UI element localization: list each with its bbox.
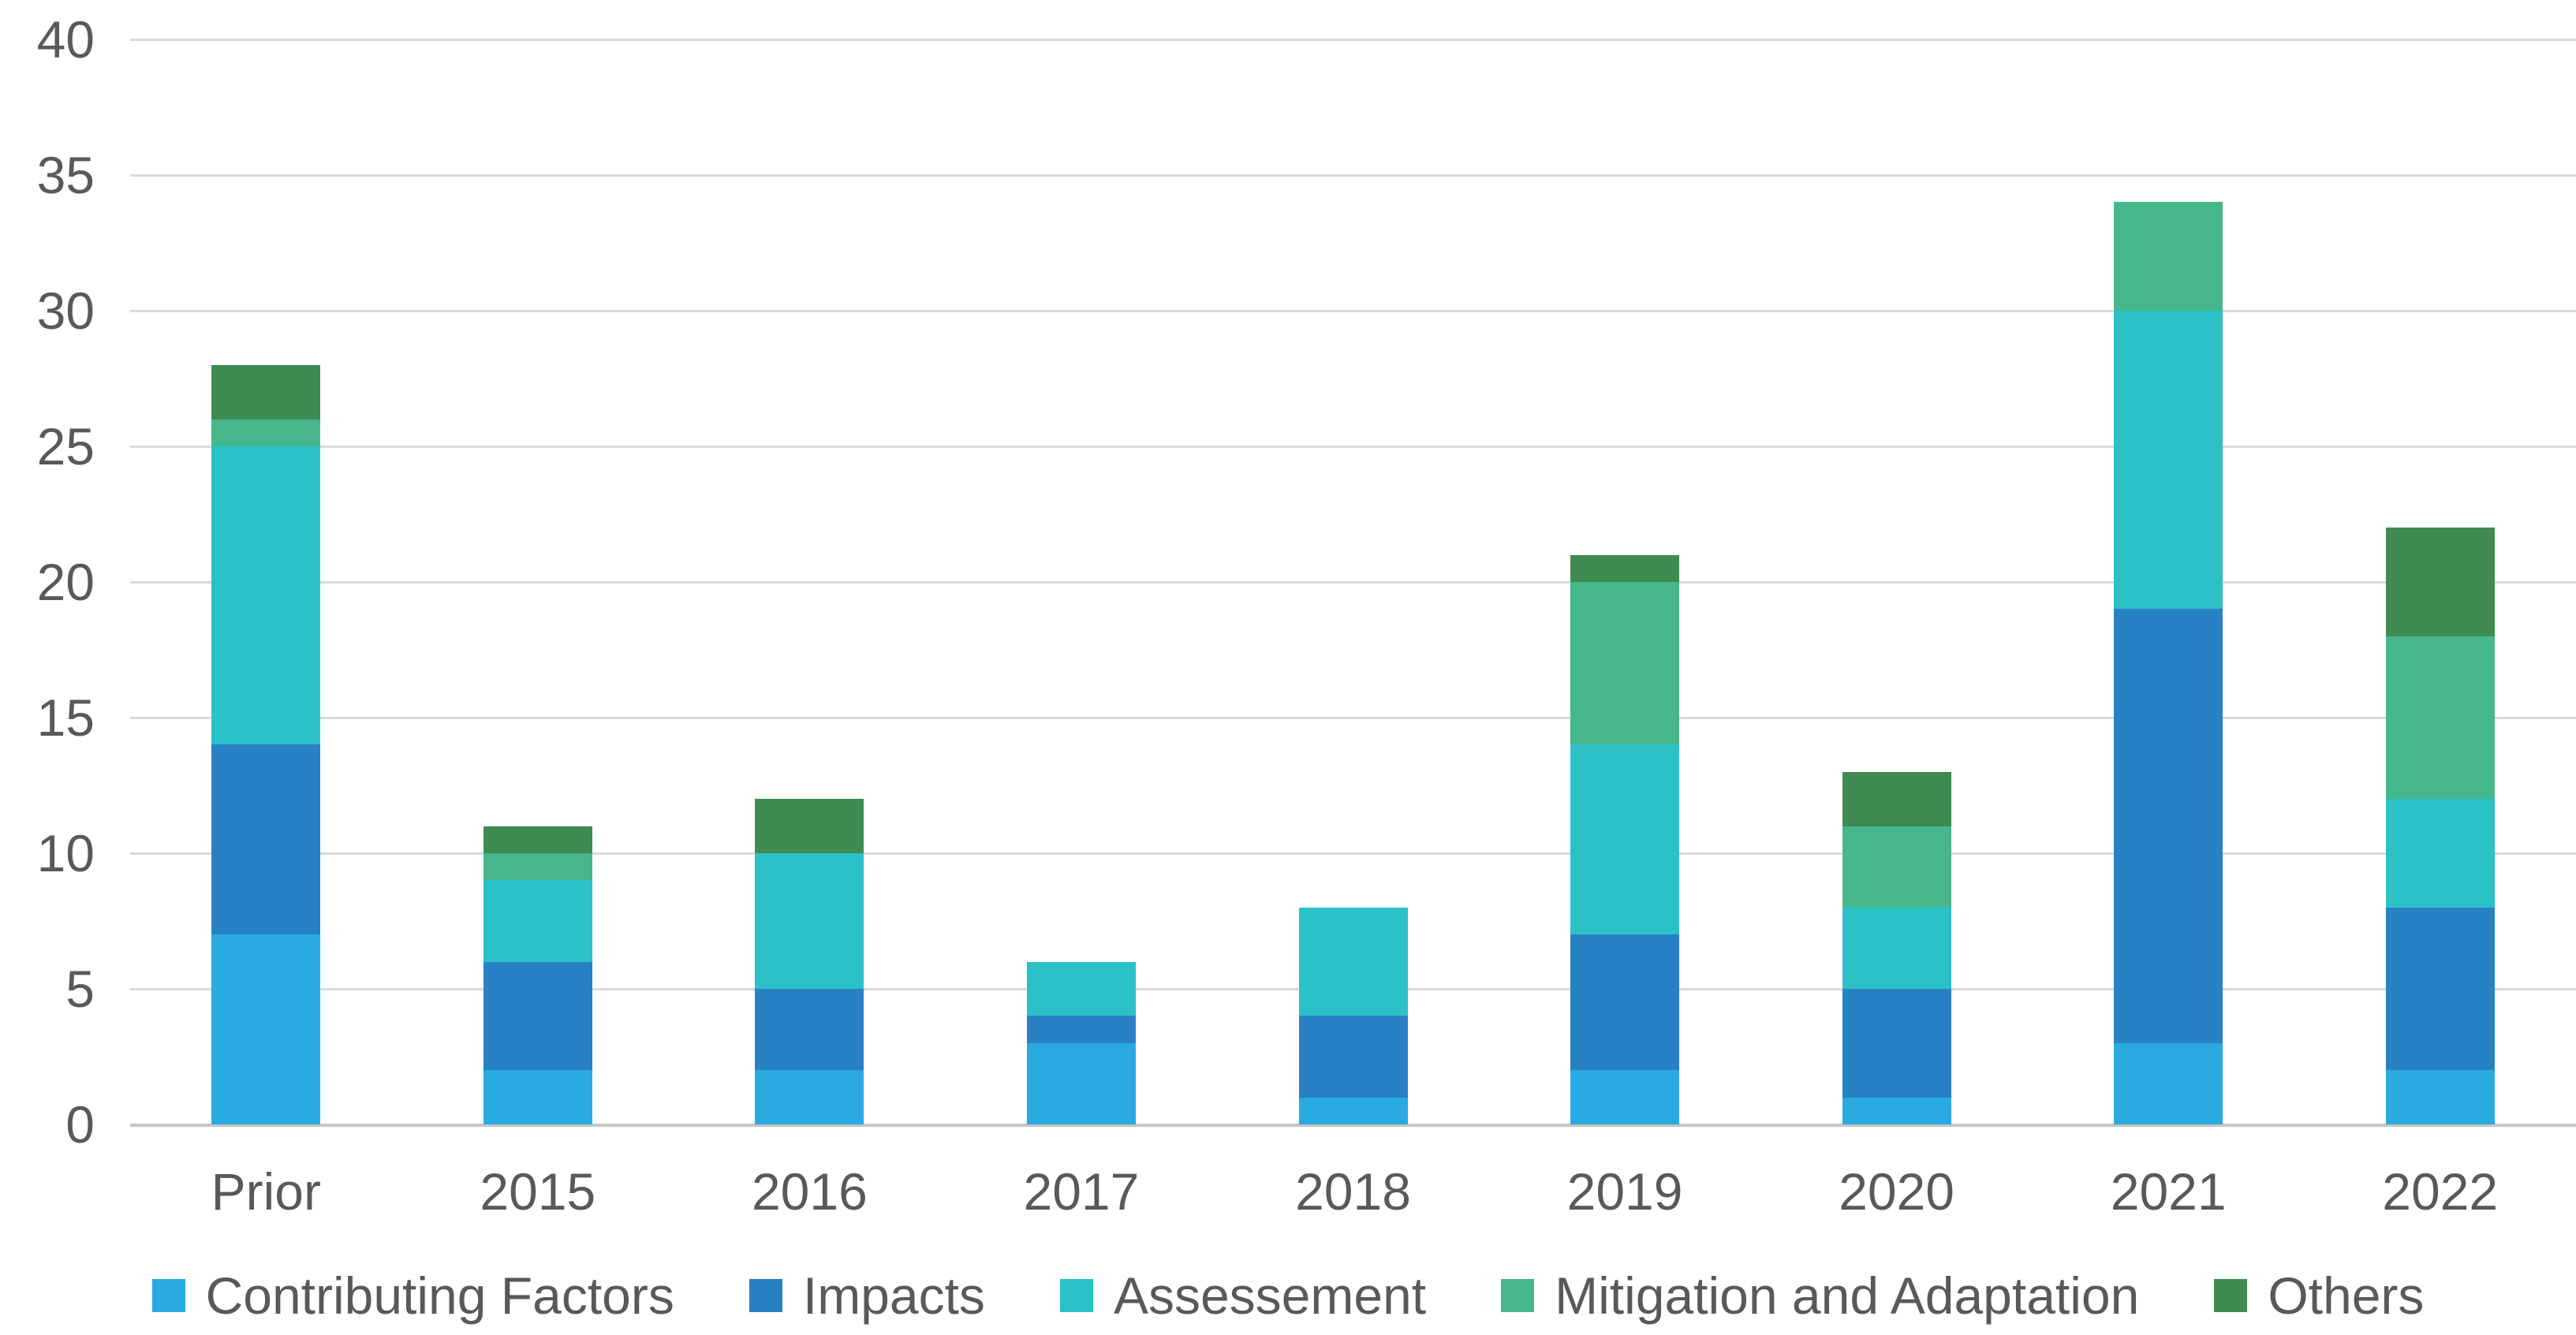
legend-item: Others bbox=[2214, 1268, 2424, 1323]
bar-segment bbox=[483, 880, 592, 962]
bar-segment bbox=[211, 364, 321, 420]
y-tick-label: 15 bbox=[36, 688, 95, 747]
bar-segment bbox=[1570, 934, 1680, 1071]
bar-segment bbox=[483, 1070, 592, 1124]
bar-segment bbox=[2114, 202, 2223, 311]
legend-label: Mitigation and Adaptation bbox=[1555, 1266, 2140, 1325]
bar-segment bbox=[2385, 907, 2495, 1071]
y-tick-label: 25 bbox=[36, 417, 95, 475]
x-axis-baseline bbox=[130, 1124, 2576, 1127]
bar-segment bbox=[1298, 1016, 1408, 1098]
bar-segment bbox=[483, 826, 592, 853]
bar-segment bbox=[1570, 1070, 1680, 1124]
legend-swatch bbox=[1501, 1279, 1535, 1312]
bar-segment bbox=[1842, 1097, 1951, 1124]
x-tick-label: 2015 bbox=[480, 1162, 596, 1221]
x-tick-label: 2021 bbox=[2110, 1162, 2227, 1221]
legend: Contributing Factors Impacts Assessement Mi… bbox=[0, 1252, 2576, 1335]
x-tick-label: Prior bbox=[211, 1162, 321, 1221]
gridline bbox=[130, 852, 2576, 855]
bar-segment bbox=[2385, 636, 2495, 800]
gridline bbox=[130, 717, 2576, 719]
gridline bbox=[130, 310, 2576, 312]
x-tick-label: 2016 bbox=[751, 1162, 868, 1221]
legend-swatch bbox=[151, 1279, 185, 1312]
legend-item: Contributing Factors bbox=[151, 1266, 674, 1325]
bar-segment bbox=[1842, 771, 1951, 826]
legend-label: Impacts bbox=[802, 1266, 985, 1325]
gridline bbox=[130, 581, 2576, 584]
bar-segment bbox=[1570, 554, 1680, 582]
bar-segment bbox=[2114, 1042, 2223, 1124]
bar-segment bbox=[1842, 826, 1951, 908]
bar-segment bbox=[483, 853, 592, 881]
bar-segment bbox=[755, 853, 864, 989]
bar-segment bbox=[2114, 609, 2223, 1043]
legend-label: Others bbox=[2268, 1266, 2425, 1325]
legend-swatch bbox=[1059, 1279, 1093, 1312]
bar-segment bbox=[1842, 989, 1951, 1098]
bar-segment bbox=[211, 419, 321, 446]
x-tick-label: 2018 bbox=[1295, 1162, 1411, 1221]
gridline bbox=[130, 39, 2576, 41]
legend-item: Assessement bbox=[1059, 1266, 1427, 1325]
bar-segment bbox=[1570, 744, 1680, 935]
y-tick-label: 30 bbox=[36, 282, 95, 340]
bar-segment bbox=[2385, 528, 2495, 636]
bar-segment bbox=[1570, 582, 1680, 745]
bar-segment bbox=[211, 744, 321, 935]
x-tick-label: 2019 bbox=[1566, 1162, 1683, 1221]
bar-segment bbox=[2385, 799, 2495, 908]
bar-segment bbox=[1026, 1042, 1136, 1124]
y-tick-label: 5 bbox=[65, 960, 95, 1018]
bar-segment bbox=[755, 989, 864, 1071]
y-tick-label: 20 bbox=[36, 553, 95, 611]
bar-segment bbox=[1026, 961, 1136, 1016]
y-tick-label: 0 bbox=[65, 1095, 95, 1154]
legend-swatch bbox=[749, 1279, 782, 1312]
gridline bbox=[130, 446, 2576, 448]
bar-segment bbox=[211, 934, 321, 1124]
x-tick-label: 2017 bbox=[1023, 1162, 1140, 1221]
x-tick-label: 2022 bbox=[2382, 1162, 2499, 1221]
y-tick-label: 10 bbox=[36, 824, 95, 882]
legend-item: Impacts bbox=[749, 1268, 985, 1323]
y-tick-label: 35 bbox=[36, 146, 95, 204]
bar-segment bbox=[1026, 1016, 1136, 1043]
bar-segment bbox=[483, 961, 592, 1071]
x-tick-label: 2020 bbox=[1839, 1162, 1955, 1221]
legend-swatch bbox=[2214, 1279, 2248, 1312]
bar-segment bbox=[755, 1070, 864, 1124]
bar-segment bbox=[2385, 1070, 2495, 1124]
y-tick-label: 40 bbox=[36, 10, 95, 69]
bar-segment bbox=[211, 446, 321, 745]
bar-segment bbox=[755, 799, 864, 853]
legend-label: Contributing Factors bbox=[205, 1266, 674, 1325]
gridline bbox=[130, 174, 2576, 177]
bar-segment bbox=[1842, 907, 1951, 989]
legend-item: Mitigation and Adaptation bbox=[1501, 1268, 2139, 1323]
bar-segment bbox=[1298, 907, 1408, 1016]
bar-segment bbox=[1298, 1097, 1408, 1124]
bar-segment bbox=[2114, 311, 2223, 610]
legend-label: Assessement bbox=[1113, 1266, 1427, 1325]
